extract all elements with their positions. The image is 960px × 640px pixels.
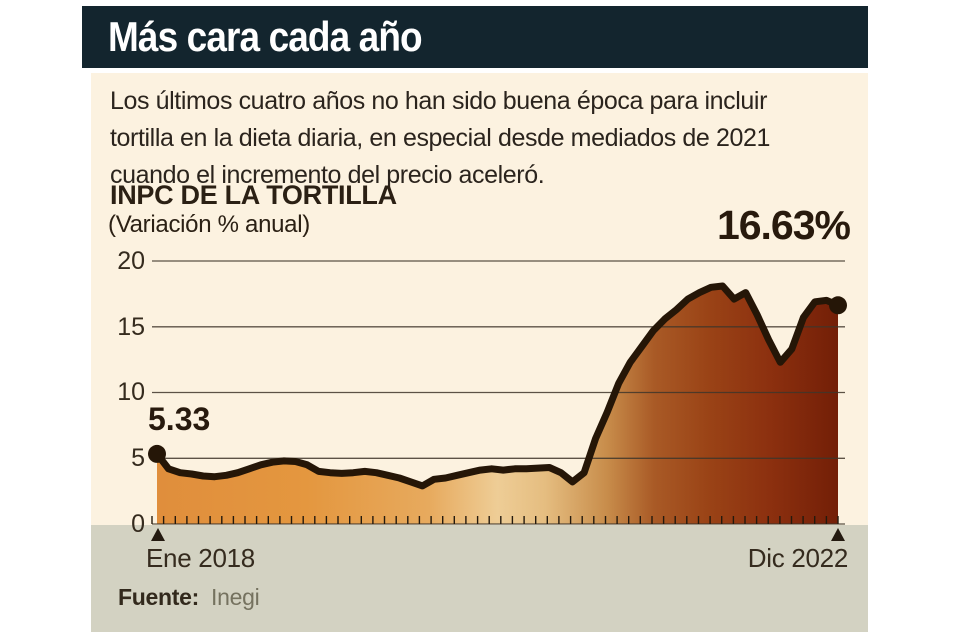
headline-title: Más cara cada año	[108, 13, 423, 60]
x-axis-start-label: Ene 2018	[146, 543, 255, 573]
intro-line-1: Los últimos cuatro años no han sido buen…	[110, 87, 767, 115]
intro-line-2: tortilla en la dieta diaria, en especial…	[110, 124, 770, 152]
end-value-annotation: 16.63%	[716, 202, 851, 248]
area-fill	[157, 286, 838, 524]
start-point-dot	[148, 444, 166, 463]
source-value: Inegi	[211, 584, 260, 610]
chart-title: INPC DE LA TORTILLA	[110, 180, 397, 210]
y-axis-label-0: 0	[131, 510, 145, 538]
start-arrow-marker	[151, 528, 165, 541]
end-arrow-marker	[831, 528, 845, 541]
y-axis-label-20: 20	[117, 247, 145, 275]
x-axis-end-label: Dic 2022	[747, 543, 849, 573]
end-point-dot	[829, 296, 847, 315]
trend-line	[153, 282, 842, 490]
y-axis-label-15: 15	[117, 313, 145, 341]
y-axis-label-10: 10	[117, 378, 145, 406]
intro-line-3: cuando el incremento del precio aceleró.	[110, 161, 545, 189]
source-line: Fuente: Inegi	[118, 584, 260, 611]
source-label: Fuente:	[118, 584, 199, 610]
start-value-annotation: 5.33	[148, 401, 211, 437]
headline-bar: Más cara cada año	[82, 6, 868, 68]
footer-band	[91, 525, 868, 632]
intro-paragraph: Los últimos cuatro años no han sido buen…	[110, 83, 770, 194]
chart-subtitle: (Variación % anual)	[108, 211, 310, 238]
y-axis-label-5: 5	[131, 444, 145, 472]
